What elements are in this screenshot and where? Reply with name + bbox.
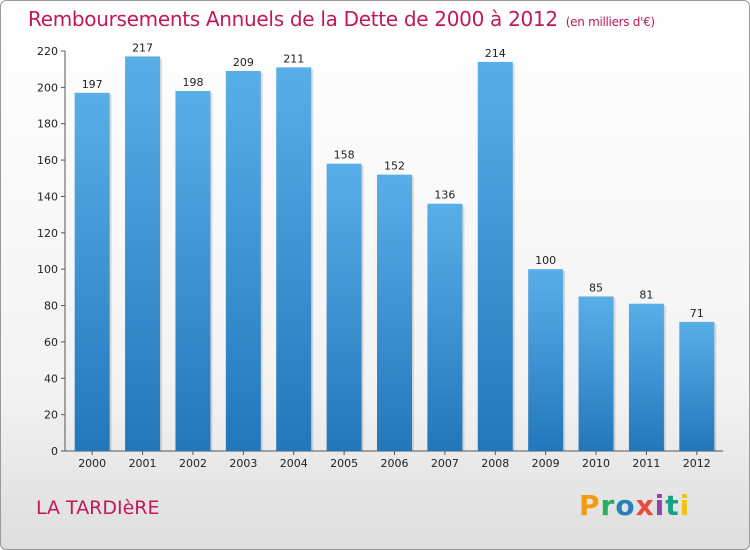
y-tick-label: 200 <box>37 81 58 94</box>
bar <box>628 303 664 451</box>
bar <box>679 321 715 451</box>
bar <box>528 269 564 451</box>
bar <box>377 174 412 452</box>
y-tick-label: 100 <box>37 263 58 276</box>
logo-letter: t <box>665 489 680 522</box>
bar-value-label: 217 <box>132 41 153 54</box>
y-tick-label: 0 <box>51 445 58 458</box>
x-tick-label: 2007 <box>431 457 459 470</box>
x-tick-label: 2003 <box>229 457 257 470</box>
bar <box>74 92 110 452</box>
x-tick-label: 2005 <box>330 457 358 470</box>
y-tick-label: 180 <box>37 118 58 131</box>
y-tick-label: 220 <box>37 45 58 58</box>
y-tick-label: 140 <box>37 190 58 203</box>
bar-value-label: 198 <box>182 76 203 89</box>
x-tick-label: 2001 <box>129 457 157 470</box>
x-tick-label: 2000 <box>78 457 106 470</box>
logo-letter: i <box>654 489 666 522</box>
logo-letter: o <box>615 489 636 522</box>
x-axis: 2000 2001 2002 2003 2004 2005 2006 2007 2008 2009… <box>65 450 723 470</box>
bar-value-label: 214 <box>485 47 506 60</box>
bar <box>276 67 312 451</box>
chart-title-text: Remboursements Annuels de la Dette de 20… <box>28 7 558 31</box>
bar-value-label: 152 <box>384 160 405 173</box>
bar-value-label: 100 <box>535 254 556 267</box>
bar <box>125 56 161 452</box>
y-tick-label: 20 <box>44 409 58 422</box>
x-tick-label: 2012 <box>683 457 711 470</box>
bar <box>225 71 261 451</box>
bar-value-label: 81 <box>639 289 653 302</box>
unit-note: (en milliers d'€) <box>565 15 655 29</box>
bar <box>578 296 614 451</box>
bar-value-label: 85 <box>589 281 603 294</box>
chart-title: Remboursements Annuels de la Dette de 20… <box>28 7 655 31</box>
y-axis: 0 20 40 60 80 100 120 140 160 180 200 220 <box>37 45 66 458</box>
bar <box>175 91 211 451</box>
bar <box>427 203 463 451</box>
x-tick-label: 2010 <box>582 457 610 470</box>
bar-value-label: 158 <box>334 149 355 162</box>
x-tick-label: 2011 <box>632 457 660 470</box>
y-tick-label: 60 <box>44 336 58 349</box>
logo-letter: P <box>579 489 601 522</box>
logo-letter: x <box>635 489 655 522</box>
bar-value-label: 209 <box>233 56 254 69</box>
bar-value-label: 211 <box>283 52 304 65</box>
x-tick-label: 2008 <box>481 457 509 470</box>
y-tick-label: 40 <box>44 372 58 385</box>
logo-letter: i <box>679 489 691 522</box>
y-tick-label: 120 <box>37 227 58 240</box>
x-tick-label: 2009 <box>532 457 560 470</box>
x-tick-label: 2004 <box>280 457 308 470</box>
bars: 197 217 198 209 211 158 152 136 214 100 85 81 71 <box>74 41 717 452</box>
location-label: LA TARDIèRE <box>36 497 160 519</box>
y-tick-label: 80 <box>44 300 58 313</box>
y-tick-label: 160 <box>37 154 58 167</box>
x-tick-label: 2002 <box>179 457 207 470</box>
bar <box>477 61 513 452</box>
bar <box>326 163 362 451</box>
logo-letter: r <box>600 489 616 522</box>
bar-value-label: 136 <box>434 189 455 202</box>
bar-value-label: 71 <box>690 307 704 320</box>
proxiti-logo[interactable]: Proxiti <box>579 489 690 522</box>
bar-value-label: 197 <box>82 78 103 91</box>
x-tick-label: 2006 <box>381 457 409 470</box>
